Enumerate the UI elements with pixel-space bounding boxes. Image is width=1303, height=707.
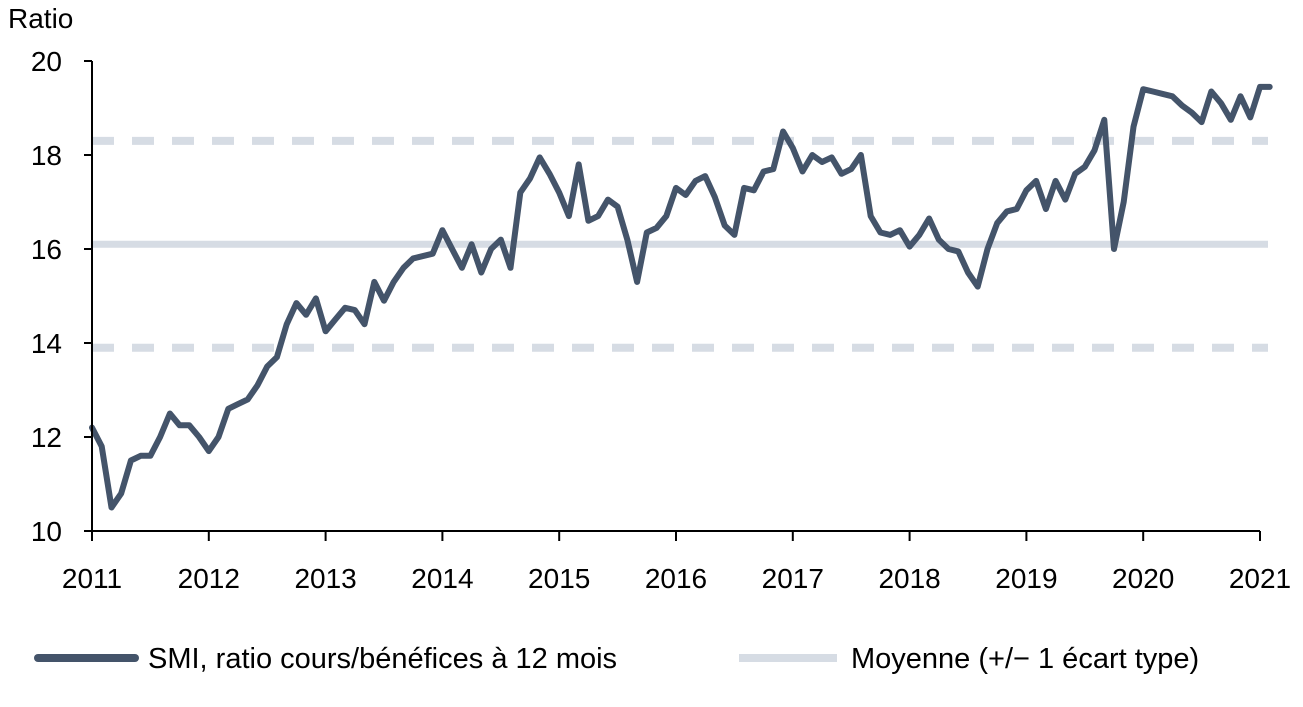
x-tick-label: 2014 — [411, 563, 473, 594]
x-tick-label: 2021 — [1229, 563, 1291, 594]
y-tick-label: 14 — [31, 328, 62, 359]
y-tick-label: 20 — [31, 46, 62, 77]
x-tick-label: 2017 — [762, 563, 824, 594]
x-tick-label: 2011 — [62, 563, 122, 594]
legend-label-mean: Moyenne (+/− 1 écart type) — [851, 643, 1199, 675]
x-tick-label: 2020 — [1112, 563, 1174, 594]
x-tick-label: 2012 — [178, 563, 240, 594]
y-tick-label: 18 — [31, 140, 62, 171]
x-tick-label: 2013 — [294, 563, 356, 594]
series-line-smi — [89, 83, 1273, 511]
series-layer — [89, 83, 1273, 511]
x-tick-label: 2016 — [645, 563, 707, 594]
y-tick-label: 12 — [31, 422, 62, 453]
legend-label-smi: SMI, ratio cours/bénéfices à 12 mois — [148, 643, 617, 675]
legend: SMI, ratio cours/bénéfices à 12 mois Moy… — [34, 643, 1199, 675]
x-tick-label: 2018 — [878, 563, 940, 594]
axes: 10 12 14 16 18 20 2011 2012 2013 2014 2015 2016 2017… — [31, 46, 1291, 594]
y-axis-title: Ratio — [8, 3, 73, 34]
y-tick-label: 10 — [31, 516, 62, 547]
reference-lines — [92, 136, 1268, 352]
x-tick-label: 2019 — [995, 563, 1057, 594]
y-tick-label: 16 — [31, 234, 62, 265]
x-tick-label: 2015 — [528, 563, 590, 594]
